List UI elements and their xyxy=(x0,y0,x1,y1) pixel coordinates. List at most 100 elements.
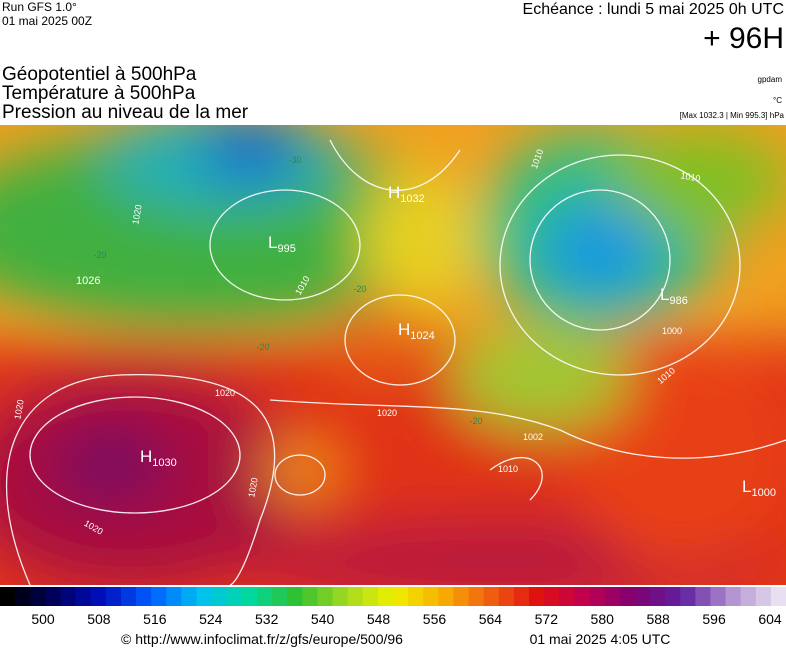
center-type: L xyxy=(660,285,669,304)
center-type: L xyxy=(268,233,277,252)
pressure-center: L1000 xyxy=(742,477,776,499)
center-type: H xyxy=(140,447,152,466)
legend-tick-label: 564 xyxy=(479,611,503,627)
temperature-label: -30 xyxy=(288,155,301,165)
color-swatch xyxy=(347,587,364,606)
legend-tick-label: 580 xyxy=(591,611,615,627)
echeance: Echéance : lundi 5 mai 2025 0h UTC xyxy=(523,1,784,18)
title: Température à 500hPa xyxy=(2,83,196,104)
temperature-label: -20 xyxy=(256,342,269,352)
legend-tick-label: 556 xyxy=(423,611,447,627)
legend-tick-label: 532 xyxy=(255,611,279,627)
color-swatch xyxy=(136,587,152,606)
center-type: L xyxy=(742,477,751,496)
legend-tick-label: 548 xyxy=(367,611,391,627)
center-value: 995 xyxy=(277,243,295,255)
legend-tick-label: 588 xyxy=(646,611,670,627)
temperature-label: -20 xyxy=(469,416,482,426)
color-swatch xyxy=(256,587,273,606)
legend-tick-label: 572 xyxy=(535,611,559,627)
color-swatch xyxy=(181,587,197,606)
color-swatch xyxy=(634,587,651,606)
color-swatch xyxy=(272,587,288,606)
color-swatch xyxy=(725,587,742,606)
color-swatch xyxy=(755,587,772,606)
center-type: H xyxy=(388,183,400,202)
isobar-label: 1020 xyxy=(12,399,25,420)
temperature-label: -20 xyxy=(93,250,106,260)
color-swatch xyxy=(589,587,606,606)
color-swatch xyxy=(574,587,590,606)
pressure-center: H1024 xyxy=(398,320,435,342)
pressure-center: H1032 xyxy=(388,183,425,205)
color-swatch xyxy=(468,587,485,606)
color-swatch xyxy=(604,587,621,606)
color-swatch xyxy=(513,587,530,606)
pressure-center: L986 xyxy=(660,285,688,307)
color-swatch xyxy=(226,587,243,606)
run: Run GFS 1.0° xyxy=(2,0,77,14)
color-swatch xyxy=(241,587,258,606)
isobar-label: 1010 xyxy=(680,170,701,183)
color-swatch xyxy=(105,587,122,606)
isobar-label: 1000 xyxy=(662,326,682,336)
color-swatch xyxy=(90,587,107,606)
pressure-center: L995 xyxy=(268,233,296,255)
isobar-label: 1020 xyxy=(377,408,397,418)
color-swatch xyxy=(362,587,379,606)
legend-tick-label: 524 xyxy=(199,611,223,627)
color-swatch xyxy=(770,587,786,606)
color-swatch xyxy=(317,587,334,606)
map: H1030L995H10321026H1024L986L100010201020… xyxy=(0,125,786,585)
color-swatch xyxy=(30,587,46,606)
color-swatch xyxy=(649,587,666,606)
unit: °C xyxy=(773,96,782,105)
color-swatch xyxy=(211,587,228,606)
color-swatch xyxy=(544,587,560,606)
title: Pression au niveau de la mer xyxy=(2,102,249,123)
color-swatch xyxy=(166,587,182,606)
center-value: 1030 xyxy=(152,457,176,469)
color-swatch xyxy=(498,587,515,606)
color-swatch xyxy=(332,587,349,606)
color-swatch xyxy=(483,587,500,606)
color-swatch xyxy=(740,587,757,606)
color-swatch xyxy=(559,587,575,606)
color-swatch xyxy=(377,587,394,606)
horizon: + 96H xyxy=(703,22,784,55)
color-swatch xyxy=(151,587,167,606)
isobar-label: 1020 xyxy=(246,477,259,498)
legend-tick-label: 516 xyxy=(143,611,167,627)
legend-tick-label: 500 xyxy=(31,611,55,627)
isobar-label: 1010 xyxy=(498,464,518,474)
legend-tick-label: 604 xyxy=(758,611,782,627)
center-value: 1000 xyxy=(751,487,775,499)
color-swatch xyxy=(60,587,77,606)
legend-tick-label: 508 xyxy=(87,611,111,627)
isobar-label: 1020 xyxy=(130,204,143,225)
color-swatch xyxy=(15,587,31,606)
color-swatch xyxy=(45,587,61,606)
color-swatch xyxy=(619,587,636,606)
center-value: 1026 xyxy=(76,275,100,287)
footer-url: © http://www.infoclimat.fr/z/gfs/europe/… xyxy=(121,631,403,647)
color-swatch xyxy=(302,587,318,606)
color-swatch xyxy=(196,587,213,606)
center-type: H xyxy=(398,320,410,339)
color-swatch xyxy=(0,587,16,606)
pressure-center: H1030 xyxy=(140,447,177,469)
color-swatch xyxy=(75,587,92,606)
center-value: 1032 xyxy=(400,193,424,205)
legend-tick-label: 540 xyxy=(311,611,335,627)
pressure-center: 1026 xyxy=(76,275,100,287)
color-swatch xyxy=(423,587,439,606)
color-swatch xyxy=(695,587,711,606)
isobar-label: 1020 xyxy=(215,388,235,398)
legend: 500 508 516 524 532 540 548 556 564 572 580 588 596 6… xyxy=(0,587,786,627)
isobar-label: 1002 xyxy=(523,432,543,442)
legend-tick-label: 596 xyxy=(702,611,726,627)
center-value: 1024 xyxy=(410,330,434,342)
color-swatch xyxy=(408,587,424,606)
center-value: 986 xyxy=(669,295,687,307)
color-swatch xyxy=(710,587,727,606)
